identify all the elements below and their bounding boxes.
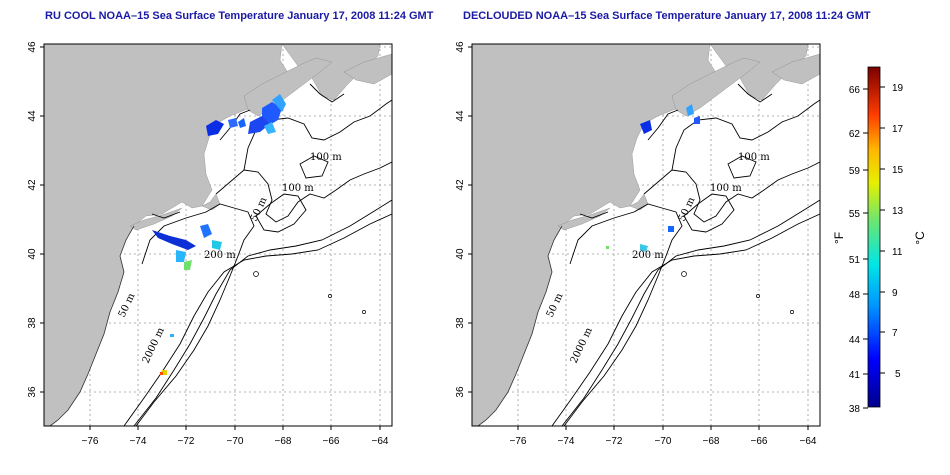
longitude-tick: −68 xyxy=(275,436,292,447)
left-map-panel: 100 m 100 m 50 m 200 m 50 m 2000 m −76 −… xyxy=(27,41,393,447)
celsius-tick: 17 xyxy=(892,124,904,135)
fahrenheit-tick: 41 xyxy=(849,370,861,381)
longitude-tick: −74 xyxy=(558,436,575,447)
latitude-tick: 42 xyxy=(455,179,466,191)
right-map-panel: 100 m 100 m 50 m 200 m 50 m 2000 m −76 −… xyxy=(455,41,821,447)
fahrenheit-tick: 59 xyxy=(849,166,861,177)
celsius-tick: 9 xyxy=(892,288,898,299)
longitude-tick: −68 xyxy=(703,436,720,447)
latitude-tick: 44 xyxy=(455,110,466,122)
celsius-tick: 5 xyxy=(895,369,901,380)
celsius-tick: 11 xyxy=(892,247,903,258)
latitude-tick: 46 xyxy=(27,41,38,53)
celsius-tick: 19 xyxy=(892,83,904,94)
fahrenheit-tick: 48 xyxy=(849,290,861,301)
longitude-tick: −70 xyxy=(227,436,244,447)
latitude-tick: 38 xyxy=(27,317,38,329)
celsius-tick: 15 xyxy=(892,165,904,176)
latitude-tick: 40 xyxy=(455,248,466,260)
celsius-tick: 13 xyxy=(892,206,904,217)
longitude-tick: −72 xyxy=(178,436,195,447)
celsius-tick: 7 xyxy=(892,328,898,339)
left-axis: −76 −74 −72 −70 −68 −66 −64 46 44 42 40 … xyxy=(27,41,389,447)
fahrenheit-tick: 55 xyxy=(849,209,861,220)
contour-label: 200 m xyxy=(632,250,664,261)
right-axis: −76 −74 −72 −70 −68 −66 −64 46 44 42 40 … xyxy=(455,41,817,447)
celsius-unit-label: °C xyxy=(913,231,927,245)
longitude-tick: −76 xyxy=(82,436,99,447)
contour-label: 100 m xyxy=(738,152,770,163)
fahrenheit-tick: 62 xyxy=(849,129,861,140)
latitude-tick: 36 xyxy=(27,386,38,398)
temperature-colorbar: 66 62 59 55 51 48 44 41 38 19 17 15 13 1… xyxy=(832,66,927,415)
contour-label: 200 m xyxy=(204,250,236,261)
right-sst-data xyxy=(606,104,700,252)
fahrenheit-tick: 66 xyxy=(849,85,861,96)
latitude-tick: 44 xyxy=(27,110,38,122)
latitude-tick: 46 xyxy=(455,41,466,53)
longitude-tick: −76 xyxy=(510,436,527,447)
longitude-tick: −66 xyxy=(323,436,340,447)
left-sst-data xyxy=(152,94,286,375)
contour-label: 100 m xyxy=(710,183,742,194)
contour-label: 100 m xyxy=(310,152,342,163)
left-map-title: RU COOL NOAA–15 Sea Surface Temperature … xyxy=(45,10,434,22)
longitude-tick: −72 xyxy=(606,436,623,447)
fahrenheit-tick: 38 xyxy=(849,404,861,415)
longitude-tick: −74 xyxy=(130,436,147,447)
longitude-tick: −66 xyxy=(751,436,768,447)
latitude-tick: 36 xyxy=(455,386,466,398)
longitude-tick: −70 xyxy=(655,436,672,447)
right-map-title: DECLOUDED NOAA–15 Sea Surface Temperatur… xyxy=(463,10,871,22)
fahrenheit-unit-label: °F xyxy=(832,232,846,244)
latitude-tick: 42 xyxy=(27,179,38,191)
longitude-tick: −64 xyxy=(800,436,817,447)
latitude-tick: 38 xyxy=(455,317,466,329)
longitude-tick: −64 xyxy=(372,436,389,447)
fahrenheit-tick: 44 xyxy=(849,335,861,346)
contour-label: 100 m xyxy=(282,183,314,194)
latitude-tick: 40 xyxy=(27,248,38,260)
fahrenheit-tick: 51 xyxy=(849,255,861,266)
